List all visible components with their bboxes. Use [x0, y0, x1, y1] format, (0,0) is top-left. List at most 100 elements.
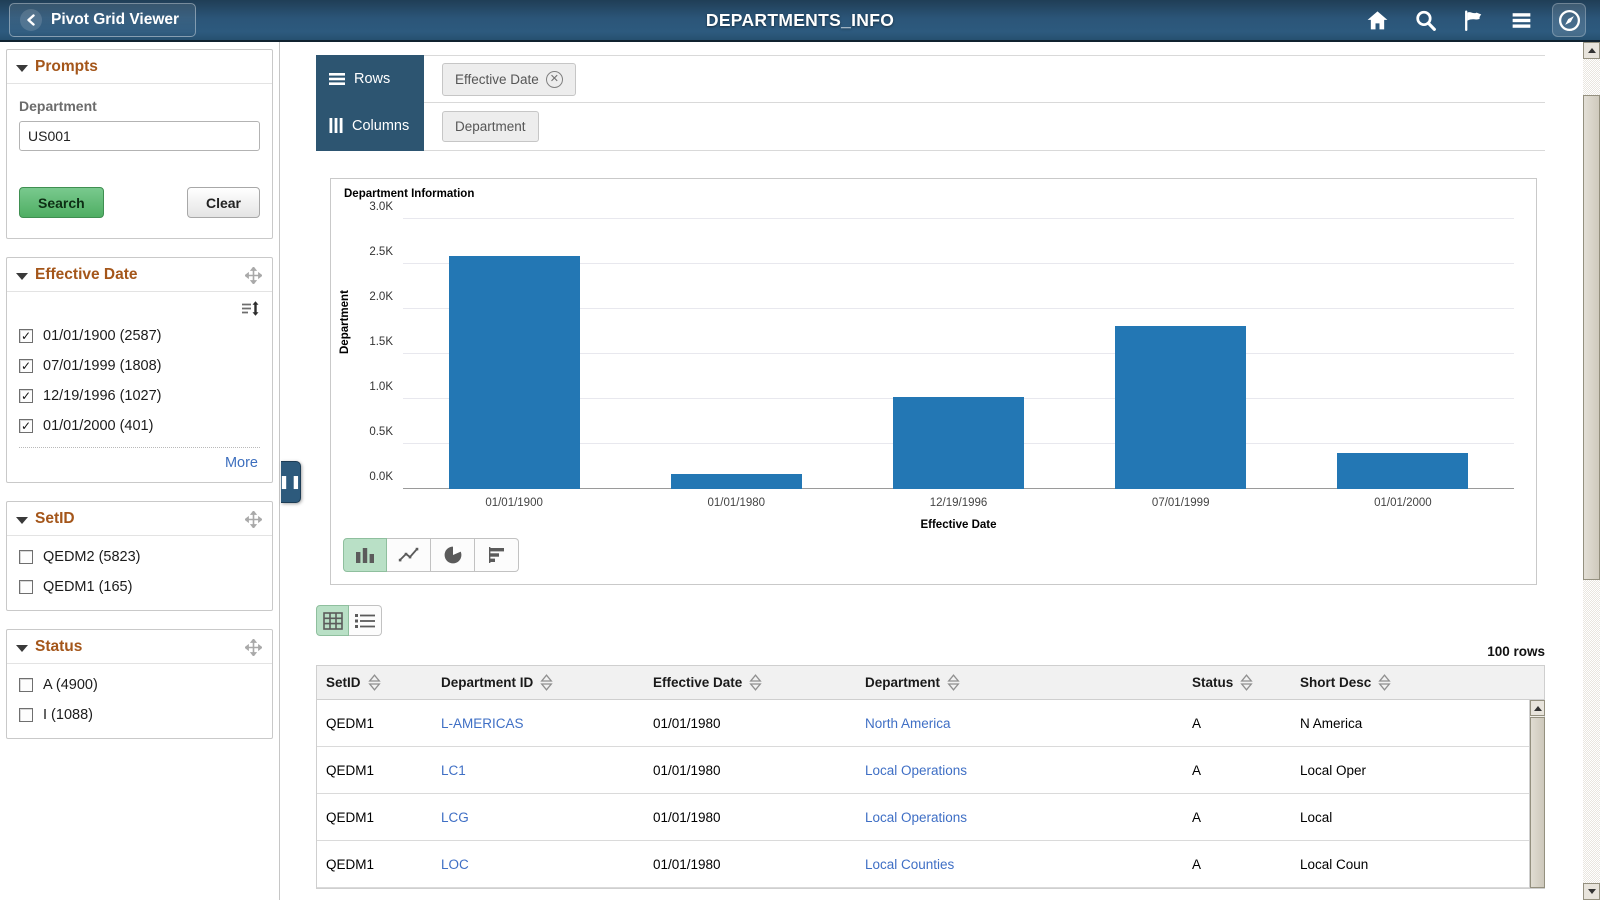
cell-department-id: L-AMERICAS	[432, 716, 644, 731]
collapse-caret-icon	[16, 64, 28, 72]
cell-link[interactable]: LC1	[441, 762, 466, 778]
facet-panel-header[interactable]: Status	[7, 630, 272, 664]
cell-link[interactable]: Local Operations	[865, 762, 968, 778]
row-chips: Effective Date ✕	[424, 56, 1545, 103]
pie-chart-button[interactable]	[431, 538, 475, 572]
facet-panel: Effective Date ✓ 01/01/1900 (2587) ✓ 07/01/1…	[6, 257, 273, 483]
facet-item-label: QEDM1 (165)	[43, 579, 133, 595]
search-button[interactable]: Search	[19, 187, 104, 218]
cell-short-desc: N America	[1300, 715, 1363, 731]
checkbox[interactable]	[19, 708, 33, 722]
page-scroll-up-icon[interactable]	[1583, 42, 1600, 59]
facet-panel-header[interactable]: Effective Date	[7, 258, 272, 292]
columns-tab[interactable]: Columns	[316, 102, 424, 149]
axis-chip[interactable]: Department	[442, 111, 539, 142]
rows-tab[interactable]: Rows	[316, 55, 424, 102]
column-header-label: Effective Date	[653, 675, 743, 690]
axis-chip[interactable]: Effective Date ✕	[442, 62, 576, 96]
sort-icon[interactable]	[540, 674, 553, 691]
y-tick-label: 2.0K	[369, 291, 393, 303]
checkbox[interactable]: ✓	[19, 389, 33, 403]
table-scrollbar[interactable]	[1529, 700, 1545, 888]
checkbox[interactable]	[19, 550, 33, 564]
grid-view-button[interactable]	[316, 605, 349, 636]
clear-button[interactable]: Clear	[186, 187, 260, 218]
navbar-compass-icon[interactable]	[1552, 3, 1586, 37]
prompts-panel-header[interactable]: Prompts	[7, 50, 272, 84]
list-view-button[interactable]	[349, 605, 382, 636]
sidebar-collapse-handle[interactable]: ❚❚	[279, 461, 301, 503]
flag-icon[interactable]	[1456, 3, 1490, 37]
facet-item[interactable]: QEDM2 (5823)	[19, 542, 260, 572]
facet-panel: Status A (4900) I (1088)	[6, 629, 273, 739]
line-chart-button[interactable]	[387, 538, 431, 572]
sort-icon[interactable]	[367, 674, 381, 691]
menu-icon[interactable]	[1504, 3, 1538, 37]
checkbox[interactable]: ✓	[19, 359, 33, 373]
bar-slot	[1070, 219, 1292, 489]
facet-item[interactable]: ✓ 12/19/1996 (1027)	[19, 381, 260, 411]
horizontal-bar-chart-button[interactable]	[475, 538, 519, 572]
table-row: QEDM1 LC1 01/01/1980 Local Operations A Local…	[317, 747, 1544, 794]
home-icon[interactable]	[1360, 3, 1394, 37]
page-scrollbar-thumb[interactable]	[1583, 95, 1600, 580]
cell-link[interactable]: North America	[865, 715, 951, 731]
sort-icon[interactable]	[1378, 674, 1391, 691]
grid-view-icon	[322, 611, 343, 630]
table-scrollbar-thumb[interactable]	[1530, 717, 1545, 888]
sort-icon[interactable]	[749, 674, 762, 691]
cell-status: A	[1192, 809, 1202, 825]
move-icon[interactable]	[245, 266, 262, 284]
y-tick-label: 0.0K	[369, 471, 393, 483]
page-scroll-down-icon[interactable]	[1583, 883, 1600, 900]
facet-item[interactable]: ✓ 07/01/1999 (1808)	[19, 351, 260, 381]
facet-panel-header[interactable]: SetID	[7, 502, 272, 536]
cell-link[interactable]: Local Counties	[865, 856, 955, 872]
checkbox[interactable]	[19, 678, 33, 692]
cell-link[interactable]: Local Operations	[865, 809, 968, 825]
more-link[interactable]: More	[224, 455, 258, 471]
column-header-effective-date[interactable]: Effective Date	[644, 674, 856, 691]
column-header-status[interactable]: Status	[1183, 674, 1291, 691]
facet-item[interactable]: ✓ 01/01/2000 (401)	[19, 411, 260, 441]
sort-icon[interactable]	[1240, 674, 1253, 691]
department-input[interactable]	[19, 121, 260, 151]
facet-item[interactable]: I (1088)	[19, 700, 260, 730]
cell-link[interactable]: LOC	[441, 856, 469, 872]
column-header-setid[interactable]: SetID	[317, 674, 432, 691]
bar-12/19/1996[interactable]	[892, 396, 1025, 489]
facet-more-row: More	[19, 447, 260, 474]
y-tick-label: 0.5K	[369, 426, 393, 438]
bar-07/01/1999[interactable]	[1115, 326, 1247, 489]
page-scrollbar[interactable]	[1583, 42, 1600, 900]
column-header-short-desc[interactable]: Short Desc	[1291, 674, 1544, 691]
checkbox[interactable]: ✓	[19, 329, 33, 343]
facet-item-label: 01/01/2000 (401)	[43, 418, 154, 434]
move-icon[interactable]	[245, 510, 262, 528]
checkbox[interactable]: ✓	[19, 419, 33, 433]
column-header-department[interactable]: Department	[856, 674, 1183, 691]
back-button[interactable]: Pivot Grid Viewer	[9, 3, 197, 37]
cell-link[interactable]: LCG	[441, 809, 469, 825]
bar-01/01/2000[interactable]	[1337, 452, 1469, 489]
column-header-department-id[interactable]: Department ID	[432, 674, 644, 691]
bar-01/01/1900[interactable]	[448, 256, 580, 489]
bar-01/01/1980[interactable]	[670, 474, 802, 489]
facet-item[interactable]: QEDM1 (165)	[19, 572, 260, 602]
checkbox[interactable]	[19, 580, 33, 594]
facet-item[interactable]: A (4900)	[19, 670, 260, 700]
table-scroll-up-icon[interactable]	[1530, 700, 1545, 716]
cell-department: Local Operations	[856, 763, 1183, 778]
column-header-label: Short Desc	[1300, 675, 1372, 690]
sort-icon[interactable]	[947, 674, 960, 691]
remove-chip-icon[interactable]: ✕	[545, 70, 563, 88]
axis-chip-rows: Effective Date ✕ Department	[424, 55, 1545, 151]
back-button-label: Pivot Grid Viewer	[51, 11, 180, 28]
cell-link[interactable]: L-AMERICAS	[441, 715, 524, 731]
search-icon[interactable]	[1408, 3, 1442, 37]
facet-item[interactable]: ✓ 01/01/1900 (2587)	[19, 321, 260, 351]
bar-chart-button[interactable]	[343, 538, 387, 572]
move-icon[interactable]	[245, 638, 262, 656]
sort-order-icon[interactable]	[241, 300, 260, 317]
facet-item-label: I (1088)	[43, 707, 93, 723]
